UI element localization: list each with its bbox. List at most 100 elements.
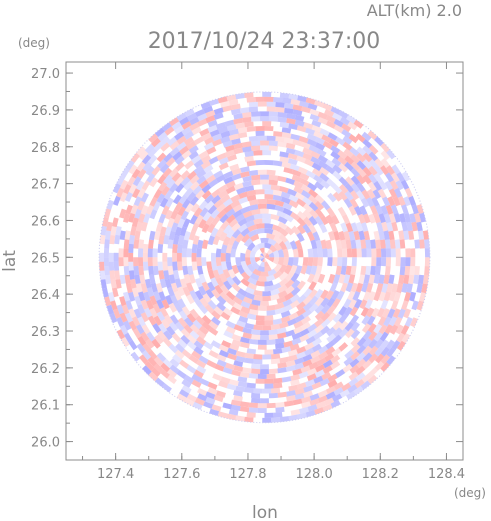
negative-echo-cell <box>228 409 239 416</box>
negative-echo-cell <box>251 116 261 122</box>
negative-echo-cell <box>119 230 126 240</box>
positive-echo-cell <box>216 354 227 362</box>
negative-echo-cell <box>197 239 204 250</box>
positive-echo-cell <box>191 350 202 360</box>
positive-echo-cell <box>218 162 229 171</box>
negative-echo-cell <box>343 298 352 309</box>
positive-echo-cell <box>268 145 278 152</box>
negative-echo-cell <box>264 159 274 166</box>
negative-echo-cell <box>310 156 321 165</box>
negative-echo-cell <box>222 402 233 410</box>
positive-echo-cell <box>140 205 149 215</box>
negative-echo-cell <box>170 222 179 232</box>
positive-echo-cell <box>242 296 253 305</box>
negative-echo-cell <box>268 111 278 117</box>
negative-echo-cell <box>181 198 191 209</box>
negative-echo-cell <box>179 116 190 126</box>
positive-echo-cell <box>161 299 170 310</box>
positive-echo-cell <box>197 118 208 127</box>
negative-echo-cell <box>175 321 185 332</box>
positive-echo-cell <box>296 301 306 311</box>
negative-echo-cell <box>307 138 317 147</box>
negative-echo-cell <box>311 343 322 353</box>
positive-echo-cell <box>308 361 319 370</box>
positive-echo-cell <box>173 290 182 301</box>
negative-echo-cell <box>182 239 189 249</box>
negative-echo-cell <box>290 293 300 303</box>
negative-echo-cell <box>391 340 401 351</box>
positive-echo-cell <box>135 283 143 293</box>
negative-echo-cell <box>307 103 318 111</box>
negative-echo-cell <box>311 119 322 128</box>
negative-echo-cell <box>282 207 293 216</box>
positive-echo-cell <box>270 184 281 191</box>
positive-echo-cell <box>268 368 278 374</box>
negative-echo-cell <box>260 111 269 117</box>
positive-echo-cell <box>246 97 256 103</box>
positive-echo-cell <box>317 389 328 398</box>
positive-echo-cell <box>389 324 399 335</box>
positive-echo-cell <box>350 282 359 293</box>
negative-echo-cell <box>314 215 324 226</box>
positive-echo-cell <box>359 299 368 310</box>
positive-echo-cell <box>141 324 151 335</box>
negative-echo-cell <box>153 265 159 276</box>
positive-echo-cell <box>195 189 205 200</box>
negative-echo-cell <box>361 248 367 258</box>
negative-echo-cell <box>194 290 204 301</box>
negative-echo-cell <box>267 238 277 246</box>
negative-echo-cell <box>404 212 411 223</box>
negative-echo-cell <box>374 338 384 349</box>
negative-echo-cell <box>321 200 331 211</box>
negative-echo-cell <box>350 222 359 232</box>
positive-echo-cell <box>240 306 251 314</box>
negative-echo-cell <box>152 323 162 334</box>
positive-echo-cell <box>257 305 267 311</box>
negative-echo-cell <box>259 261 265 268</box>
positive-echo-cell <box>297 248 304 258</box>
positive-echo-cell <box>314 310 325 321</box>
positive-echo-cell <box>189 122 200 131</box>
positive-echo-cell <box>371 307 380 318</box>
positive-echo-cell <box>314 194 325 204</box>
positive-echo-cell <box>424 266 430 276</box>
positive-echo-cell <box>293 320 304 329</box>
positive-echo-cell <box>329 222 338 233</box>
negative-echo-cell <box>148 154 158 165</box>
negative-echo-cell <box>138 291 146 302</box>
positive-echo-cell <box>184 203 194 213</box>
positive-echo-cell <box>330 354 341 364</box>
positive-echo-cell <box>327 312 337 322</box>
negative-echo-cell <box>99 252 104 262</box>
positive-echo-cell <box>228 99 239 106</box>
positive-echo-cell <box>341 382 352 392</box>
positive-echo-cell <box>301 315 311 325</box>
positive-echo-cell <box>330 360 341 370</box>
positive-echo-cell <box>161 205 170 216</box>
positive-echo-cell <box>327 373 338 383</box>
positive-echo-cell <box>246 194 257 202</box>
positive-echo-cell <box>272 224 282 232</box>
positive-echo-cell <box>287 349 298 357</box>
positive-echo-cell <box>216 203 226 213</box>
negative-echo-cell <box>134 274 141 284</box>
negative-echo-cell <box>291 337 302 346</box>
negative-echo-cell <box>378 180 388 191</box>
positive-echo-cell <box>357 213 366 224</box>
positive-echo-cell <box>240 341 250 349</box>
x-tick-label: 128.4 <box>428 467 465 482</box>
positive-echo-cell <box>410 317 418 328</box>
positive-echo-cell <box>242 141 252 148</box>
negative-echo-cell <box>116 304 125 315</box>
positive-echo-cell <box>155 282 163 293</box>
negative-echo-cell <box>413 274 420 285</box>
negative-echo-cell <box>280 310 291 318</box>
negative-echo-cell <box>279 122 290 129</box>
positive-echo-cell <box>162 261 169 271</box>
positive-echo-cell <box>292 368 303 376</box>
positive-echo-cell <box>137 168 147 179</box>
positive-echo-cell <box>331 298 341 309</box>
negative-echo-cell <box>338 328 349 338</box>
negative-echo-cell <box>212 133 223 142</box>
positive-echo-cell <box>361 189 371 200</box>
